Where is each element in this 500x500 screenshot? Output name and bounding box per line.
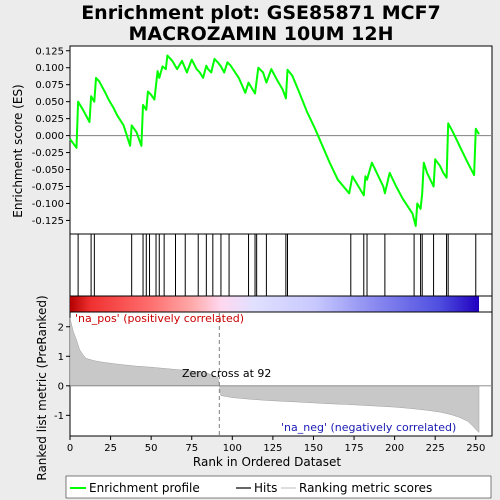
- es-y-tick-label: -0.050: [32, 165, 64, 176]
- es-y-tick-label: -0.100: [32, 199, 64, 210]
- metric-area: [69, 317, 480, 434]
- legend: Enrichment profile Hits Ranking metric s…: [65, 475, 492, 499]
- es-y-tick-label: 0.050: [35, 97, 64, 108]
- legend-metric-label: Ranking metric scores: [299, 481, 432, 495]
- zero-cross-label: Zero cross at 92: [182, 367, 271, 380]
- neg-label: 'na_neg' (negatively correlated): [281, 421, 456, 434]
- es-y-tick-label: -0.125: [32, 216, 64, 227]
- x-tick-label: 0: [67, 443, 73, 454]
- es-y-tick-label: 0.000: [35, 131, 64, 142]
- x-tick-label: 75: [185, 443, 198, 454]
- es-y-tick-label: -0.075: [32, 182, 64, 193]
- legend-hits-label: Hits: [254, 481, 277, 495]
- axes-layer: 0.125 0.100 0.075 0.050 0.025 0.000 -0.025 -0.0…: [32, 46, 486, 454]
- legend-es-label: Enrichment profile: [89, 481, 200, 495]
- metric-y-tick-label: 0: [58, 381, 64, 392]
- legend-box: [65, 475, 492, 499]
- es-y-tick-label: 0.100: [35, 63, 64, 74]
- es-y-tick-label: 0.125: [35, 46, 64, 57]
- x-axis-label: Rank in Ordered Dataset: [193, 455, 341, 469]
- es-layer: [69, 54, 492, 227]
- x-tick-label: 225: [426, 443, 445, 454]
- x-tick-label: 125: [263, 443, 282, 454]
- chart-title-line1: Enrichment plot: GSE85871 MCF7: [81, 2, 441, 24]
- es-y-tick-label: 0.025: [35, 114, 64, 125]
- metric-y-tick-label: -1: [54, 411, 64, 422]
- hits-panel: [69, 233, 493, 297]
- x-tick-label: 50: [145, 443, 158, 454]
- chart-title-line2: MACROZAMIN 10UM 12H: [128, 23, 393, 45]
- y-axis-label-metric: Ranked list metric (PreRanked): [35, 295, 49, 480]
- es-y-tick-label: -0.025: [32, 148, 64, 159]
- es-panel: [69, 45, 493, 235]
- rank-gradient-bar: [70, 296, 480, 312]
- metric-layer: [69, 312, 492, 436]
- pos-label: 'na_pos' (positively correlated): [75, 312, 244, 325]
- gradient-layer: [70, 296, 480, 312]
- es-y-tick-label: 0.075: [35, 80, 64, 91]
- y-axis-label-es: Enrichment score (ES): [11, 84, 25, 217]
- x-tick-label: 200: [385, 443, 404, 454]
- x-tick-label: 150: [304, 443, 323, 454]
- es-line: [69, 54, 480, 227]
- metric-y-tick-label: 1: [58, 352, 64, 363]
- hits-layer: [77, 234, 477, 296]
- x-tick-label: 250: [466, 443, 485, 454]
- x-tick-label: 175: [344, 443, 363, 454]
- x-tick-label: 100: [223, 443, 242, 454]
- metric-y-tick-label: 2: [58, 322, 64, 333]
- x-tick-label: 25: [104, 443, 117, 454]
